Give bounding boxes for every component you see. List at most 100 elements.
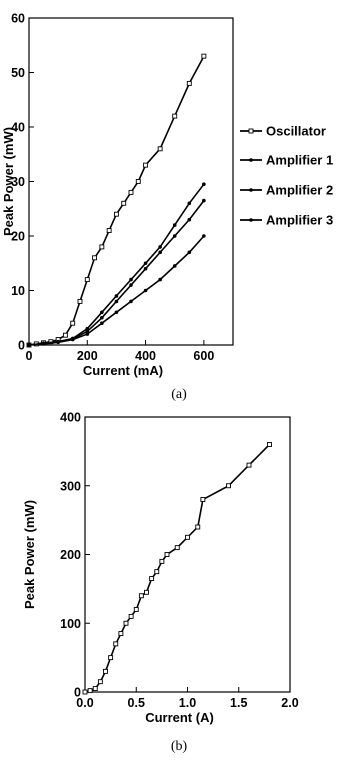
chart-b-x-tick-label: 0.0 <box>76 696 93 710</box>
chart-a-y-tick-label: 20 <box>11 230 25 244</box>
chart-a-y-tick-label: 10 <box>11 284 25 298</box>
chart-a-series-2-point <box>114 299 119 304</box>
chart-a-series-3-point <box>187 250 192 255</box>
chart-b-series-0-point <box>138 593 144 599</box>
chart-a-series-0-point <box>157 146 163 152</box>
chart-b-series-0-point <box>108 655 114 661</box>
chart-a-series-0-point <box>135 179 141 184</box>
chart-b-x-tick-label: 1.0 <box>179 696 196 710</box>
chart-a-series-0-point <box>106 228 112 234</box>
chart-a-series-1-point <box>129 277 133 282</box>
chart-a-legend: Oscillator Amplifier 1 Amplifier 2 Amplifie… <box>240 124 333 228</box>
chart-b-series-0-point <box>267 442 272 447</box>
chart-b-series-0-point <box>195 524 201 530</box>
chart-a-caption: (a) <box>171 387 187 402</box>
chart-b-series-0-point <box>185 534 190 540</box>
chart-b-x-tick-label: 1.5 <box>230 696 247 710</box>
chart-b-series-0-point <box>149 576 155 582</box>
chart-b-series-0-point <box>87 688 93 694</box>
chart-b-series-0-point <box>174 545 180 551</box>
chart-a-series-2-point <box>100 315 104 320</box>
chart-a-series-0-point <box>143 162 149 168</box>
chart-b-x-tick-label: 0.5 <box>128 696 145 710</box>
chart-b-plot-frame <box>84 416 291 693</box>
chart-b: 0.0 0.5 1.0 1.5 2.0 0 100 200 300 400 Current (A) P… <box>22 411 299 726</box>
chart-a-series-2-point <box>129 283 133 287</box>
chart-a-series-3-point <box>172 264 177 268</box>
chart-a-series-1-point <box>187 201 192 206</box>
chart-b-series-0-point <box>226 483 231 489</box>
chart-a-y-tick-label: 0 <box>18 339 25 353</box>
chart-b-series-0-point <box>164 552 170 557</box>
chart-a-series-0-point <box>201 53 207 59</box>
chart-b-series-0-point <box>103 668 108 674</box>
chart-a-series-3-point <box>56 340 60 345</box>
legend-label: Amplifier 2 <box>266 183 333 198</box>
chart-a: 0 200 400 600 0 10 20 30 40 50 60 Current (mA) Peak … <box>1 12 333 379</box>
chart-a-series-2-point <box>143 266 148 271</box>
chart-a-series-3-point <box>114 310 119 315</box>
chart-a-series-3-point <box>143 288 148 293</box>
legend-label: Amplifier 1 <box>266 153 333 168</box>
chart-b-series-0-point <box>246 462 252 468</box>
chart-a-y-axis-title: Peak Power (mW) <box>1 127 16 236</box>
chart-a-series-0-point <box>77 298 83 304</box>
chart-a-x-tick-label: 200 <box>77 349 98 363</box>
chart-b-series-0-point <box>92 686 98 692</box>
chart-a-series-3-point <box>158 277 162 282</box>
chart-a-series-0-point <box>121 200 127 206</box>
chart-a-series-0-point <box>62 332 68 338</box>
chart-a-series-0-point <box>128 189 134 195</box>
chart-b-series-0-point <box>128 613 134 619</box>
chart-a-x-axis-title: Current (mA) <box>83 363 163 378</box>
chart-a-y-tick-label: 60 <box>11 12 25 26</box>
chart-a-series-3-point <box>100 321 104 326</box>
chart-b-y-tick-label: 100 <box>60 617 81 631</box>
chart-a-x-tick-label: 400 <box>135 349 156 363</box>
chart-a-series-2-point <box>158 250 162 255</box>
chart-b-series-0-line <box>84 443 271 693</box>
chart-b-y-axis-title: Peak Power (mW) <box>22 500 37 609</box>
chart-a-series-3-point <box>41 342 46 346</box>
chart-b-series-0-point <box>123 620 129 626</box>
chart-a-series-1-point <box>100 310 104 315</box>
chart-a-series-3-point <box>27 343 31 347</box>
chart-a-series-2-point <box>85 329 90 334</box>
chart-a-series-3-point <box>202 234 206 238</box>
chart-a-series-0-point <box>113 211 119 217</box>
chart-b-series-0-point <box>133 607 139 612</box>
chart-b-series-0-point <box>118 631 124 637</box>
chart-b-series-0-point <box>82 689 88 695</box>
legend-label: Oscillator <box>266 124 326 139</box>
chart-b-caption: (b) <box>171 739 188 754</box>
chart-a-series-0-point <box>70 320 76 326</box>
chart-a-series-3-point <box>129 299 133 304</box>
chart-a-series-0-point <box>84 277 90 283</box>
chart-a-series-3-point <box>70 337 75 342</box>
chart-a-series-2-point <box>202 198 206 203</box>
chart-a-series-1-point <box>114 294 119 298</box>
chart-a-plot-frame <box>28 17 234 346</box>
chart-a-series-0-point <box>186 80 192 86</box>
chart-b-y-tick-label: 300 <box>60 479 81 493</box>
legend-swatch-marker <box>249 218 253 222</box>
chart-b-x-axis-title: Current (A) <box>145 710 214 725</box>
chart-a-series-2-point <box>172 234 177 238</box>
chart-a-series-0-point <box>99 244 105 250</box>
chart-a-series-1-line <box>28 183 205 346</box>
chart-b-y-tick-label: 200 <box>60 548 81 562</box>
chart-b-series-0-point <box>144 589 149 595</box>
chart-a-series-0-point <box>172 113 178 119</box>
chart-b-x-tick-label: 2.0 <box>281 696 298 710</box>
chart-a-x-tick-label: 600 <box>193 349 214 363</box>
legend-swatch-marker <box>249 158 253 162</box>
chart-a-series-3-line <box>28 235 205 346</box>
chart-b-y-tick-label: 400 <box>60 411 81 425</box>
chart-b-series-0-point <box>113 641 119 647</box>
chart-a-series-1-point <box>143 261 148 266</box>
chart-b-series-0-point <box>200 497 206 502</box>
chart-b-y-tick-label: 0 <box>74 686 81 700</box>
legend-label: Amplifier 3 <box>266 213 333 228</box>
chart-a-series-1-point <box>202 182 206 187</box>
